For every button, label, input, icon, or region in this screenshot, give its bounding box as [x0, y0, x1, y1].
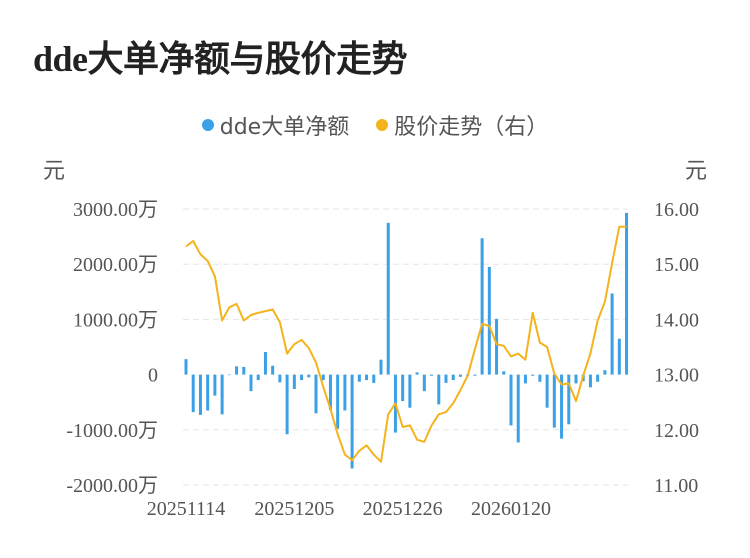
- bar: [365, 374, 369, 381]
- line-series: [185, 225, 627, 463]
- bar: [314, 374, 318, 414]
- bar: [603, 370, 607, 375]
- bar: [271, 365, 275, 375]
- x-tick-label: 20251226: [363, 498, 443, 520]
- y-right-tick-label: 14.00: [654, 309, 699, 331]
- bar: [509, 374, 513, 426]
- x-axis: 20251114 20251205 20251226 20260120: [147, 498, 551, 520]
- bar: [480, 238, 484, 375]
- bar: [502, 371, 506, 375]
- bar: [285, 374, 289, 435]
- bar: [596, 374, 600, 382]
- bar: [300, 374, 304, 381]
- bar: [184, 359, 188, 375]
- bar: [422, 374, 426, 392]
- bar: [263, 351, 267, 375]
- bar: [574, 374, 578, 384]
- bar: [242, 366, 246, 375]
- bar: [343, 374, 347, 411]
- y-axis-left: 3000.00万 2000.00万 1000.00万 0 -1000.00万 -2000.…: [66, 199, 158, 497]
- bar: [321, 374, 325, 381]
- bar: [430, 374, 434, 376]
- bar: [401, 374, 405, 402]
- legend-item-price[interactable]: 股价走势（右）: [376, 109, 548, 141]
- chart-title: dde大单净额与股价走势: [33, 39, 408, 79]
- bar: [220, 374, 224, 415]
- bar: [213, 374, 217, 396]
- bar: [625, 212, 629, 375]
- bar: [437, 374, 441, 405]
- y-left-tick-label: 3000.00万: [73, 199, 158, 221]
- bar: [336, 374, 340, 429]
- legend-marker-dde: [201, 119, 214, 131]
- bar: [545, 374, 549, 408]
- y-right-tick-label: 12.00: [654, 420, 699, 442]
- bar: [278, 374, 282, 383]
- legend-label-price: 股价走势（右）: [394, 115, 549, 140]
- bar: [588, 374, 592, 388]
- bar: [235, 366, 239, 375]
- y-right-tick-label: 16.00: [654, 199, 699, 221]
- bar-series: [184, 212, 629, 469]
- bar: [386, 222, 390, 375]
- legend-item-dde[interactable]: dde大单净额: [201, 109, 350, 141]
- bar: [458, 374, 462, 377]
- y-axis-right: 16.00 15.00 14.00 13.00 12.00 11.00: [654, 199, 699, 497]
- y-left-tick-label: -2000.00万: [66, 475, 158, 497]
- x-tick-label: 20260120: [471, 498, 551, 520]
- y-right-tick-label: 13.00: [654, 365, 699, 387]
- x-tick-label: 20251114: [147, 498, 226, 520]
- bar: [451, 374, 455, 381]
- bar: [444, 374, 448, 383]
- bar: [560, 374, 564, 439]
- bar: [307, 374, 311, 378]
- y-left-tick-label: 1000.00万: [73, 309, 158, 331]
- bar: [357, 374, 361, 382]
- legend: dde大单净额 股价走势（右）: [0, 109, 750, 141]
- y-axis-left-unit: 元: [43, 158, 65, 183]
- bar: [379, 359, 383, 375]
- bar: [531, 374, 535, 376]
- x-tick-label: 20251205: [254, 498, 334, 520]
- bar: [249, 374, 253, 392]
- bar: [415, 372, 419, 375]
- bar: [487, 266, 491, 375]
- bar: [198, 374, 202, 415]
- bar: [552, 374, 556, 428]
- bar: [206, 374, 210, 411]
- bar: [408, 374, 412, 408]
- bar: [495, 318, 499, 375]
- bar: [350, 374, 354, 469]
- legend-label-dde: dde大单净额: [219, 115, 350, 140]
- grid-lines: [183, 208, 628, 486]
- bar: [516, 374, 520, 443]
- y-left-tick-label: 0: [148, 365, 158, 387]
- bar: [256, 374, 260, 381]
- bar: [191, 374, 195, 413]
- legend-marker-price: [376, 119, 389, 131]
- y-right-tick-label: 15.00: [654, 254, 699, 276]
- bar: [538, 374, 542, 382]
- bar: [567, 374, 571, 425]
- y-left-tick-label: -1000.00万: [66, 420, 158, 442]
- bar: [328, 374, 332, 410]
- bar: [617, 338, 621, 375]
- y-left-tick-label: 2000.00万: [73, 254, 158, 276]
- bar: [227, 374, 231, 376]
- bar: [292, 374, 296, 389]
- bar: [473, 374, 477, 376]
- bar: [372, 374, 376, 383]
- bar: [610, 293, 614, 375]
- bar: [523, 374, 527, 384]
- price-line: [185, 225, 627, 463]
- y-axis-right-unit: 元: [685, 158, 707, 183]
- y-right-tick-label: 11.00: [654, 475, 698, 497]
